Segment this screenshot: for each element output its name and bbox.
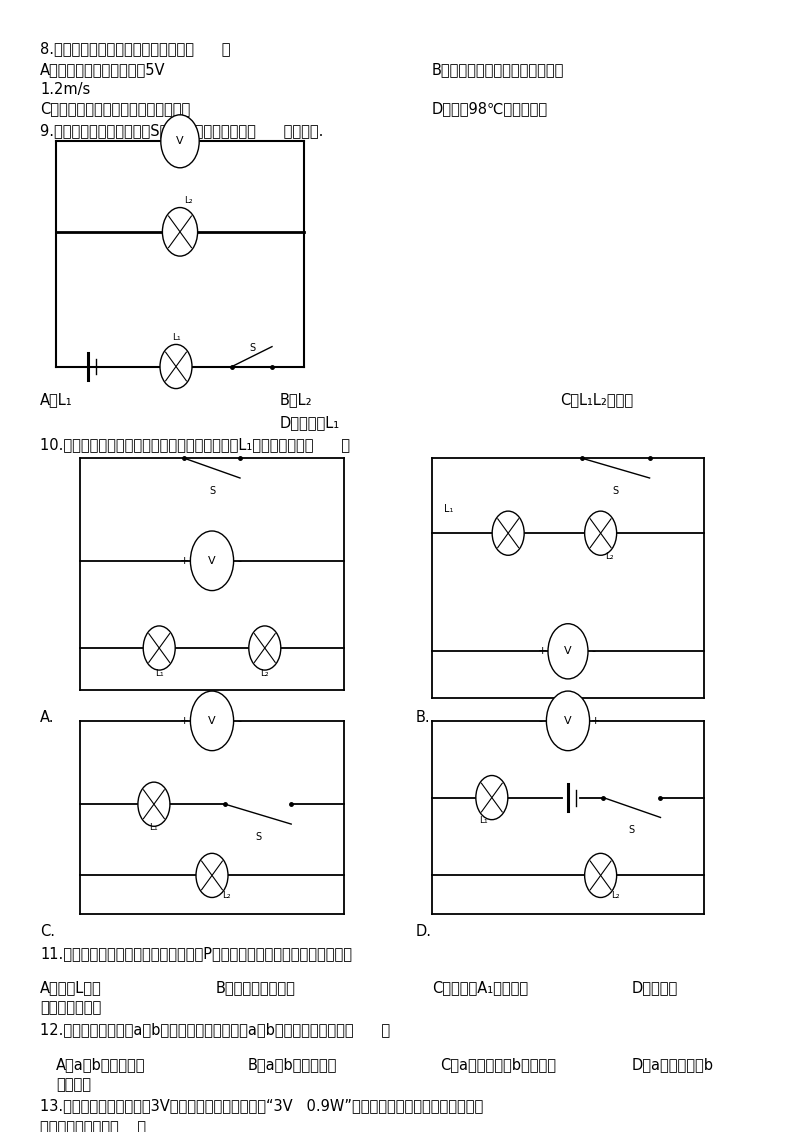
Text: A．a、b都是电流表: A．a、b都是电流表 bbox=[56, 1057, 146, 1072]
Text: 13.如图所示，电源电压为3V保持不变，两灯泡都标有“3V   0.9W”字样，要使两灯泡都能正常发光，: 13.如图所示，电源电压为3V保持不变，两灯泡都标有“3V 0.9W”字样，要使… bbox=[40, 1098, 483, 1114]
Text: A．一节新干电池的电压为5V: A．一节新干电池的电压为5V bbox=[40, 62, 166, 77]
Text: S: S bbox=[629, 825, 635, 835]
Text: -: - bbox=[238, 556, 242, 566]
Text: 耗的总功率变大: 耗的总功率变大 bbox=[40, 1001, 102, 1015]
Text: B．电压表示数变大: B．电压表示数变大 bbox=[216, 980, 296, 995]
Text: 12.如图所示电路中，a、b是两个电表，下面关于a、b的说法中正确的是（      ）: 12.如图所示电路中，a、b是两个电表，下面关于a、b的说法中正确的是（ ） bbox=[40, 1022, 390, 1037]
Text: L₁: L₁ bbox=[155, 669, 163, 678]
Text: B．L₂: B．L₂ bbox=[280, 392, 313, 406]
Circle shape bbox=[160, 344, 192, 388]
Circle shape bbox=[546, 691, 590, 751]
Text: D．a是电流表，b: D．a是电流表，b bbox=[632, 1057, 714, 1072]
Text: C．化石能源和太阳能都是可再生能源: C．化石能源和太阳能都是可再生能源 bbox=[40, 102, 190, 117]
Circle shape bbox=[476, 775, 508, 820]
Text: 8.下列对一些科学常识认识正确的是（      ）: 8.下列对一些科学常识认识正确的是（ ） bbox=[40, 41, 230, 55]
Circle shape bbox=[138, 782, 170, 826]
Circle shape bbox=[585, 512, 617, 556]
Circle shape bbox=[162, 207, 198, 256]
Text: 10.下列四个电路图中，能正确使用电压表测得灯L₁两端电压的是（      ）: 10.下列四个电路图中，能正确使用电压表测得灯L₁两端电压的是（ ） bbox=[40, 437, 350, 452]
Text: L₁: L₁ bbox=[172, 333, 181, 342]
Text: D．电源和L₁: D．电源和L₁ bbox=[280, 415, 340, 430]
Circle shape bbox=[161, 114, 199, 168]
Circle shape bbox=[585, 854, 617, 898]
Text: S: S bbox=[209, 486, 215, 496]
Text: L₂: L₂ bbox=[222, 891, 230, 900]
Text: S: S bbox=[613, 486, 618, 496]
Text: V: V bbox=[564, 646, 572, 657]
Circle shape bbox=[492, 512, 524, 556]
Text: A.: A. bbox=[40, 710, 54, 724]
Text: 1.2m/s: 1.2m/s bbox=[40, 82, 90, 96]
Text: L₂: L₂ bbox=[610, 891, 619, 900]
Text: B.: B. bbox=[416, 710, 430, 724]
Text: C.: C. bbox=[40, 924, 55, 938]
Text: L₁: L₁ bbox=[444, 505, 454, 514]
Text: S: S bbox=[249, 343, 255, 353]
Text: A．灯泡L变亮: A．灯泡L变亮 bbox=[40, 980, 102, 995]
Text: -: - bbox=[238, 715, 242, 726]
Circle shape bbox=[196, 854, 228, 898]
Text: +: + bbox=[180, 715, 190, 726]
Text: 下列说法正确的是（    ）: 下列说法正确的是（ ） bbox=[40, 1121, 146, 1132]
Text: C．L₁L₂总电压: C．L₁L₂总电压 bbox=[560, 392, 633, 406]
Text: B．一个成年人的步行速度大约为: B．一个成年人的步行速度大约为 bbox=[432, 62, 564, 77]
Circle shape bbox=[249, 626, 281, 670]
Text: L₂: L₂ bbox=[261, 669, 269, 678]
Text: +: + bbox=[590, 715, 600, 726]
Text: L₂: L₂ bbox=[605, 551, 614, 560]
Text: 11.图所示的电路，闭合开关后，当滑片P向左移动时，下列说法正确的是（）: 11.图所示的电路，闭合开关后，当滑片P向左移动时，下列说法正确的是（） bbox=[40, 946, 352, 961]
Text: 是电压表: 是电压表 bbox=[56, 1078, 91, 1092]
Text: +: + bbox=[180, 556, 190, 566]
Text: -: - bbox=[539, 715, 542, 726]
Text: V: V bbox=[176, 136, 184, 146]
Text: +: + bbox=[538, 646, 547, 657]
Text: D．水在98℃时不能沸腾: D．水在98℃时不能沸腾 bbox=[432, 102, 548, 117]
Text: V: V bbox=[208, 715, 216, 726]
Text: 9.如图所示电路中，当开关S闭合时，电压表测的是（      ）的电压.: 9.如图所示电路中，当开关S闭合时，电压表测的是（ ）的电压. bbox=[40, 123, 323, 138]
Text: L₁: L₁ bbox=[479, 816, 488, 825]
Circle shape bbox=[143, 626, 175, 670]
Text: C．a是电压表，b是电流表: C．a是电压表，b是电流表 bbox=[440, 1057, 556, 1072]
Text: A．L₁: A．L₁ bbox=[40, 392, 73, 406]
Text: L₂: L₂ bbox=[184, 196, 193, 205]
Text: D.: D. bbox=[416, 924, 432, 938]
Text: V: V bbox=[564, 715, 572, 726]
Circle shape bbox=[190, 691, 234, 751]
Text: B．a、b都是电压表: B．a、b都是电压表 bbox=[248, 1057, 338, 1072]
Text: V: V bbox=[208, 556, 216, 566]
Text: L₁: L₁ bbox=[150, 823, 158, 832]
Text: -: - bbox=[592, 646, 595, 657]
Circle shape bbox=[548, 624, 588, 679]
Text: D．电路消: D．电路消 bbox=[632, 980, 678, 995]
Text: C．电流表A₁示数变小: C．电流表A₁示数变小 bbox=[432, 980, 528, 995]
Text: S: S bbox=[255, 832, 262, 842]
Circle shape bbox=[190, 531, 234, 591]
